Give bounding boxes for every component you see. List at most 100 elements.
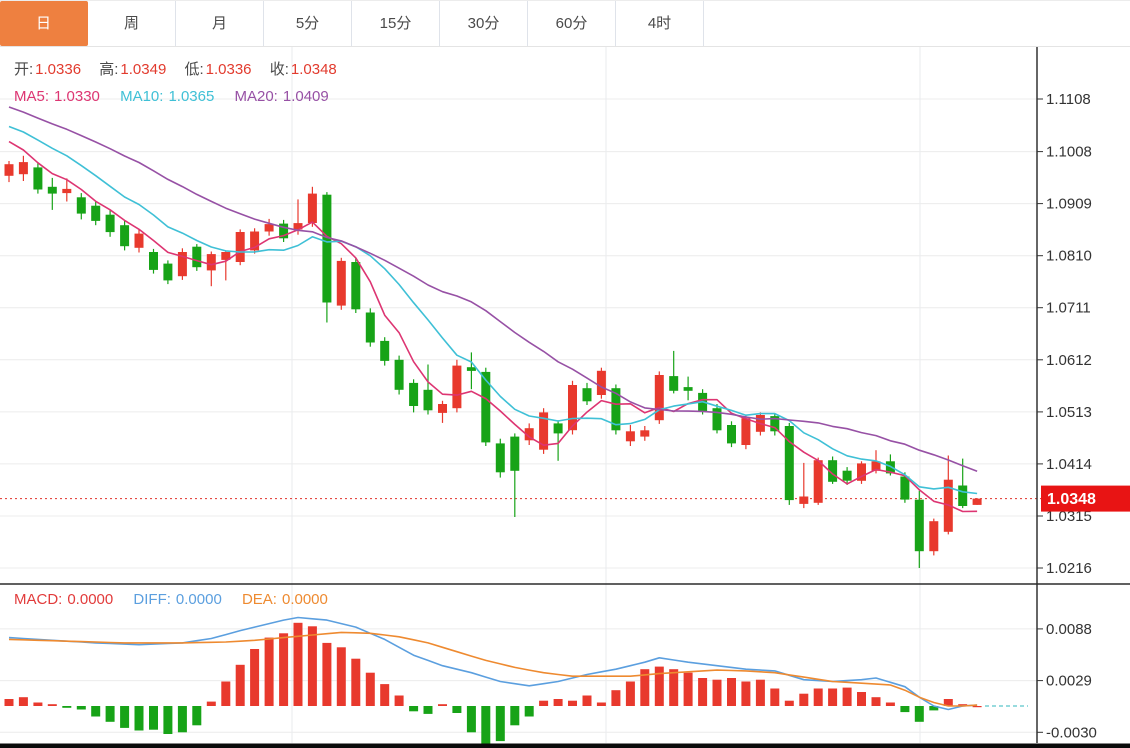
dea-readout: DEA: 0.0000 (242, 591, 328, 608)
macd-bar (525, 706, 534, 717)
macd-bar (828, 689, 837, 707)
tab-15min[interactable]: 15分 (352, 1, 440, 46)
high-value: 1.0349 (120, 61, 166, 78)
macd-bar (409, 706, 418, 711)
open-label: 开: (14, 61, 33, 78)
macd-bar (192, 706, 201, 725)
tab-daily[interactable]: 日 (0, 1, 88, 46)
macd-legend: MACD: 0.0000 DIFF: 0.0000 DEA: 0.0000 (14, 591, 344, 608)
candle (62, 189, 71, 193)
diff-label: DIFF: (133, 591, 171, 608)
diff-value: 0.0000 (176, 591, 222, 608)
macd-bar (973, 706, 982, 707)
macd-bar (597, 703, 606, 707)
current-price-badge-text: 1.0348 (1047, 491, 1096, 508)
dea-label: DEA: (242, 591, 277, 608)
candle (106, 215, 115, 232)
ma10-value: 1.0365 (168, 88, 214, 105)
price-tick-label: 1.0216 (1046, 560, 1092, 577)
macd-bar (308, 626, 317, 706)
price-tick-label: 1.0909 (1046, 196, 1092, 213)
candle (929, 521, 938, 551)
candle (308, 194, 317, 223)
tab-4hour[interactable]: 4时 (616, 1, 704, 46)
candle (5, 164, 14, 176)
candle (958, 486, 967, 507)
ohlc-open: 开:1.0336 (14, 61, 81, 78)
macd-bar (756, 680, 765, 706)
macd-bar (265, 638, 274, 706)
macd-bar (366, 673, 375, 706)
candle (510, 437, 519, 471)
candle (915, 500, 924, 552)
high-label: 高: (99, 61, 118, 78)
candle (265, 224, 274, 231)
macd-bar (655, 667, 664, 706)
macd-bar (770, 689, 779, 707)
tab-monthly[interactable]: 月 (176, 1, 264, 46)
candle (380, 341, 389, 361)
macd-bar (337, 647, 346, 706)
ma10-line (9, 127, 977, 494)
candle (120, 225, 129, 246)
macd-bar (91, 706, 100, 717)
macd-bar (438, 704, 447, 706)
macd-bar (424, 706, 433, 714)
close-label: 收: (270, 61, 289, 78)
candle (554, 423, 563, 433)
macd-bar (554, 699, 563, 706)
candles-group (5, 156, 982, 568)
macd-bar (106, 706, 115, 722)
price-tick-label: 1.0513 (1046, 404, 1092, 421)
macd-bar (741, 682, 750, 707)
tab-30min[interactable]: 30分 (440, 1, 528, 46)
candle (19, 162, 28, 174)
candle (135, 234, 144, 248)
macd-bar (452, 706, 461, 713)
macd-label: MACD: (14, 591, 62, 608)
candle (973, 499, 982, 505)
ma-legend: MA5:1.0330 MA10:1.0365 MA20:1.0409 (14, 88, 345, 105)
macd-bar (814, 689, 823, 707)
low-value: 1.0336 (206, 61, 252, 78)
macd-bar (250, 649, 259, 706)
candle (626, 431, 635, 441)
macd-bar (33, 703, 42, 707)
macd-tick-label: 0.0088 (1046, 621, 1092, 638)
macd-bar (77, 706, 86, 710)
candle (149, 252, 158, 270)
candle (640, 430, 649, 436)
ohlc-high: 高:1.0349 (99, 61, 166, 78)
macd-bar (684, 673, 693, 706)
ma5-label: MA5: (14, 88, 49, 105)
price-tick-label: 1.0810 (1046, 248, 1092, 265)
candle (843, 471, 852, 481)
dea-value: 0.0000 (282, 591, 328, 608)
candle (438, 404, 447, 413)
macd-bar (351, 659, 360, 706)
ma5-readout: MA5:1.0330 (14, 88, 100, 105)
macd-bar (178, 706, 187, 732)
candle (33, 167, 42, 189)
candle (337, 261, 346, 306)
macd-bar (626, 682, 635, 707)
macd-bar (120, 706, 129, 728)
candle (409, 383, 418, 406)
candle (669, 376, 678, 391)
candle (583, 388, 592, 401)
macd-bar (467, 706, 476, 732)
tab-5min[interactable]: 5分 (264, 1, 352, 46)
tab-60min[interactable]: 60分 (528, 1, 616, 46)
candle (207, 254, 216, 270)
price-tick-label: 1.1008 (1046, 144, 1092, 161)
macd-bar (221, 682, 230, 707)
tab-weekly[interactable]: 周 (88, 1, 176, 46)
candle (741, 418, 750, 445)
macd-bar (163, 706, 172, 734)
macd-bar (236, 665, 245, 706)
candle (424, 390, 433, 411)
ma20-readout: MA20:1.0409 (235, 88, 329, 105)
open-value: 1.0336 (35, 61, 81, 78)
